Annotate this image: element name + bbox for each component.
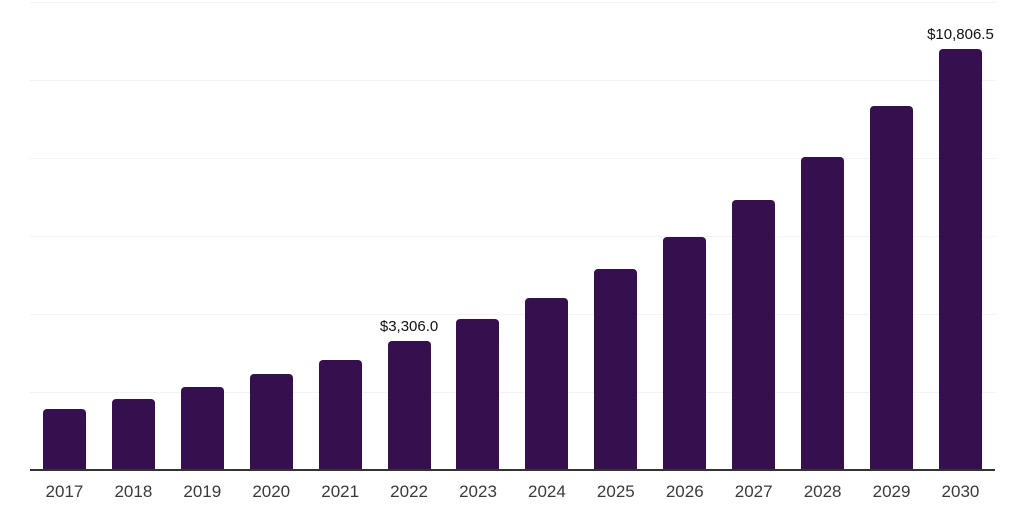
x-axis-ticks: 2017 2018 2019 2020 2021 2022 2023 2024 2025 2026… [30, 482, 995, 502]
data-label-2030: $10,806.5 [927, 25, 994, 43]
bar-slot-2029 [857, 2, 926, 470]
bar-slot-2025 [581, 2, 650, 470]
bar-slot-2024 [512, 2, 581, 470]
bar-2030 [938, 48, 982, 470]
bar-slot-2021 [306, 2, 375, 470]
bar-slot-2022: $3,306.0 [375, 2, 444, 470]
x-tick-2024: 2024 [528, 482, 566, 501]
x-tick-2027: 2027 [734, 482, 773, 501]
bar-2017 [42, 409, 86, 470]
bar-2024 [525, 297, 569, 470]
bars-row: $3,306.0 $10,806.5 [30, 2, 995, 470]
x-tick-2018: 2018 [114, 482, 153, 501]
gridline-10000 [30, 80, 995, 81]
x-axis-line [30, 469, 995, 471]
x-tick-2020: 2020 [252, 482, 291, 501]
x-tick-2030: 2030 [941, 482, 980, 501]
x-tick-2019: 2019 [183, 482, 222, 501]
bar-2019 [180, 387, 224, 470]
bar-2020 [249, 373, 293, 470]
gridline-6000 [30, 236, 995, 237]
bar-2027 [732, 199, 776, 470]
bar-2029 [870, 105, 914, 470]
bar-slot-2018 [99, 2, 168, 470]
bar-slot-2030: $10,806.5 [926, 2, 995, 470]
data-label-2022: $3,306.0 [379, 318, 439, 336]
plot-area: $3,306.0 $10,806.5 [30, 2, 995, 470]
bar-2021 [318, 359, 362, 470]
bar-2025 [594, 269, 638, 470]
x-tick-2022: 2022 [390, 482, 428, 501]
bar-slot-2027 [719, 2, 788, 470]
x-tick-2025: 2025 [596, 482, 635, 501]
bar-slot-2026 [650, 2, 719, 470]
bar-2028 [801, 156, 845, 470]
bar-2018 [111, 398, 155, 470]
gridline-2000 [30, 392, 995, 393]
bar-2022 [387, 341, 431, 470]
bar-slot-2017 [30, 2, 99, 470]
x-tick-2017: 2017 [45, 482, 84, 501]
x-tick-2028: 2028 [803, 482, 842, 501]
gridlines [30, 2, 995, 470]
bar-slot-2028 [788, 2, 857, 470]
bar-2023 [456, 319, 500, 470]
gridline-4000 [30, 314, 995, 315]
gridline-12000 [30, 2, 995, 3]
bar-2026 [663, 237, 707, 470]
x-tick-2029: 2029 [872, 482, 911, 501]
gridline-8000 [30, 158, 995, 159]
x-tick-2023: 2023 [459, 482, 497, 501]
bar-slot-2019 [168, 2, 237, 470]
x-tick-2026: 2026 [665, 482, 704, 501]
x-tick-2021: 2021 [321, 482, 360, 501]
bar-slot-2020 [237, 2, 306, 470]
bar-slot-2023 [444, 2, 513, 470]
